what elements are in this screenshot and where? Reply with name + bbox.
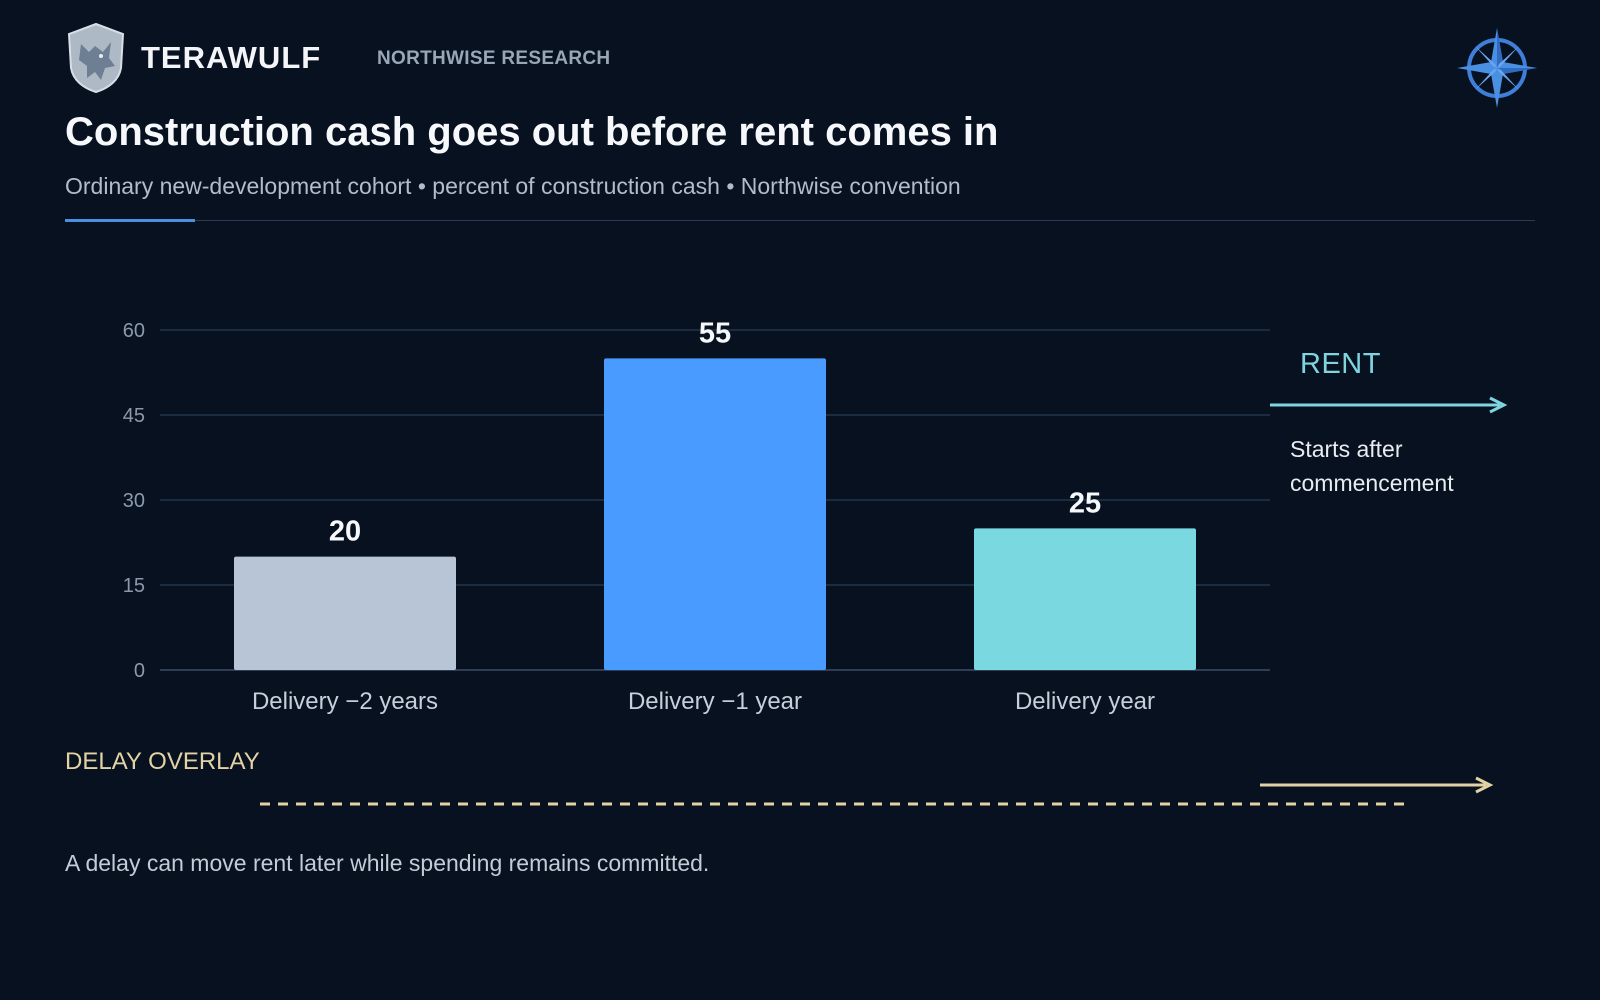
data-label: 25 — [1069, 487, 1101, 519]
brand-wordmark: TERAWULF — [141, 40, 322, 75]
bar — [974, 528, 1196, 670]
rent-arrow-head — [1489, 396, 1508, 414]
compass-rose-icon — [1457, 28, 1537, 108]
y-tick-label: 0 — [134, 660, 145, 682]
chart-title: Construction cash goes out before rent c… — [65, 110, 999, 154]
header-divider — [65, 220, 1535, 221]
delay-overlay-label: DELAY OVERLAY — [65, 748, 260, 775]
rent-note: Starts after commencement — [1290, 436, 1454, 496]
rent-label: RENT — [1300, 348, 1381, 380]
data-label: 20 — [329, 516, 361, 548]
chart-bars — [234, 358, 1196, 670]
y-tick-label: 15 — [123, 575, 145, 597]
y-tick-label: 45 — [123, 405, 145, 427]
wolf-shield-icon — [67, 22, 125, 94]
footnote: A delay can move rent later while spendi… — [65, 850, 710, 876]
y-tick-label: 30 — [123, 490, 145, 512]
bar — [604, 358, 826, 670]
x-tick-label: Delivery −1 year — [628, 688, 802, 715]
x-tick-label: Delivery −2 years — [252, 688, 438, 715]
chart-subtitle: Ordinary new-development cohort • percen… — [65, 173, 961, 199]
bar — [234, 556, 456, 670]
header-divider-accent — [65, 219, 195, 222]
org-label: NORTHWISE RESEARCH — [377, 48, 611, 69]
x-tick-label: Delivery year — [1015, 688, 1155, 715]
y-tick-label: 60 — [123, 320, 145, 342]
delay-arrow-head — [1475, 776, 1494, 794]
header: TERAWULF NORTHWISE RESEARCH — [65, 22, 1545, 108]
data-label: 55 — [699, 317, 731, 349]
chart-labels: 0 15 30 45 60 20 Delivery −2 years 55 Delivery −… — [123, 317, 1155, 715]
